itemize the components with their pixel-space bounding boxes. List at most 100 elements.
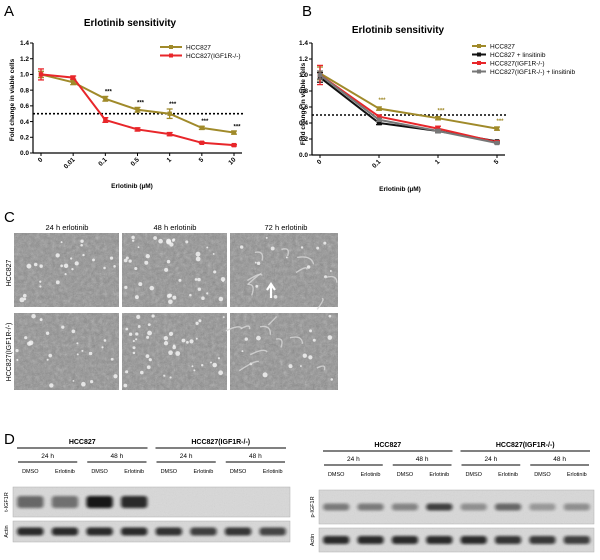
data-point bbox=[317, 72, 323, 78]
y-tick-label: 1.4 bbox=[299, 40, 308, 47]
blot-band bbox=[17, 496, 44, 508]
cell-body bbox=[131, 235, 135, 240]
chart-a-title: Erlotinib sensitivity bbox=[84, 18, 177, 29]
blot-band bbox=[391, 503, 418, 511]
cell-body bbox=[186, 340, 189, 344]
cell-body bbox=[270, 246, 275, 251]
cell-body bbox=[218, 296, 224, 302]
chart-a: Erlotinib sensitivity Fold change in via… bbox=[9, 18, 244, 190]
blot-lane-label: Erlotinib bbox=[55, 469, 75, 475]
data-point bbox=[199, 140, 205, 145]
cell-process bbox=[248, 283, 254, 296]
legend-label: HCC827(IGF1R-/-) bbox=[490, 60, 545, 67]
cell-body bbox=[146, 365, 151, 370]
blot-row-label: Actin bbox=[310, 534, 316, 546]
cell-process bbox=[254, 251, 264, 261]
data-point bbox=[435, 128, 441, 134]
microscopy-panel: 24 h erlotinib 48 h erlotinib 72 h erlot… bbox=[6, 223, 338, 390]
micrograph-5 bbox=[122, 313, 227, 390]
cell-body bbox=[330, 378, 334, 381]
cell-body bbox=[149, 285, 155, 291]
blot-band bbox=[224, 527, 252, 536]
significance-label: *** bbox=[437, 109, 445, 115]
y-tick-label: 0.2 bbox=[299, 136, 308, 143]
cell-body bbox=[123, 383, 128, 388]
cell-body bbox=[125, 370, 129, 374]
cell-body bbox=[31, 313, 36, 319]
series-line bbox=[319, 74, 498, 144]
blot-band bbox=[563, 536, 590, 544]
cell-body bbox=[189, 339, 194, 344]
blot-band bbox=[86, 496, 113, 508]
cell-body bbox=[195, 337, 198, 340]
series-1 bbox=[317, 71, 500, 144]
cell-body bbox=[132, 239, 135, 242]
blot-lane-label: DMSO bbox=[161, 469, 178, 475]
cell-body bbox=[55, 253, 60, 258]
cell-body bbox=[195, 321, 199, 325]
cell-body bbox=[288, 364, 293, 369]
blot-band bbox=[51, 527, 79, 536]
cell-body bbox=[193, 369, 196, 372]
data-point bbox=[376, 117, 382, 122]
blot-time-label: 48 h bbox=[249, 453, 262, 460]
cell-body bbox=[168, 299, 173, 305]
cell-process bbox=[316, 365, 326, 371]
panel-letter-d: D bbox=[4, 431, 15, 448]
cell-body bbox=[103, 339, 107, 342]
y-tick-label: 1.2 bbox=[20, 56, 29, 63]
cell-body bbox=[82, 253, 85, 257]
blot-lane-label: Erlotinib bbox=[361, 472, 381, 478]
cell-body bbox=[189, 293, 192, 297]
cell-body bbox=[55, 280, 60, 285]
blot-time-label: 24 h bbox=[41, 453, 54, 460]
cell-body bbox=[210, 361, 212, 364]
micrograph-grain bbox=[230, 233, 338, 307]
blot-row-label: p-IGF1R bbox=[310, 496, 316, 517]
y-tick-label: 0.4 bbox=[299, 120, 308, 127]
cell-body bbox=[39, 318, 43, 322]
cell-body bbox=[164, 267, 169, 272]
data-point bbox=[494, 126, 500, 131]
data-point bbox=[135, 107, 140, 112]
micrograph-grain bbox=[122, 233, 227, 307]
series-line bbox=[319, 74, 498, 144]
data-point bbox=[38, 72, 44, 77]
cell-body bbox=[158, 238, 163, 244]
micrograph-grain bbox=[14, 313, 119, 390]
data-point bbox=[199, 125, 205, 131]
blot-time-label: 48 h bbox=[416, 456, 429, 463]
cell-body bbox=[262, 372, 268, 378]
cell-body bbox=[109, 256, 114, 260]
significance-label: *** bbox=[137, 100, 145, 106]
cell-body bbox=[166, 259, 171, 264]
significance-label: *** bbox=[105, 89, 113, 95]
cell-process bbox=[249, 349, 268, 356]
cell-body bbox=[88, 351, 93, 356]
y-tick-label: 1.0 bbox=[299, 72, 308, 79]
cell-body bbox=[132, 346, 136, 350]
cell-body bbox=[92, 258, 95, 262]
x-tick-label: 5 bbox=[493, 158, 501, 166]
cell-body bbox=[70, 257, 73, 260]
cell-body bbox=[212, 362, 217, 368]
western-blot-right: HCC827 HCC827(IGF1R-/-) 24 h 48 h 24 h 48 h DM… bbox=[310, 442, 595, 553]
data-point bbox=[494, 140, 500, 146]
cell-body bbox=[309, 329, 313, 333]
significance-label: *** bbox=[201, 119, 209, 125]
chart-b: Erlotinib sensitivity Fold change in via… bbox=[299, 25, 575, 193]
series-line bbox=[319, 72, 498, 130]
cell-process bbox=[289, 336, 304, 344]
cell-body bbox=[181, 338, 186, 343]
series-3 bbox=[317, 70, 500, 146]
data-point bbox=[167, 111, 172, 116]
x-tick-label: 1 bbox=[434, 158, 442, 166]
cell-body bbox=[163, 374, 166, 377]
cell-body bbox=[166, 293, 172, 299]
cell-body bbox=[19, 297, 25, 303]
blot-band bbox=[323, 503, 350, 511]
blot-lane-label: DMSO bbox=[397, 472, 414, 478]
cell-body bbox=[244, 337, 248, 341]
data-point bbox=[70, 80, 76, 85]
